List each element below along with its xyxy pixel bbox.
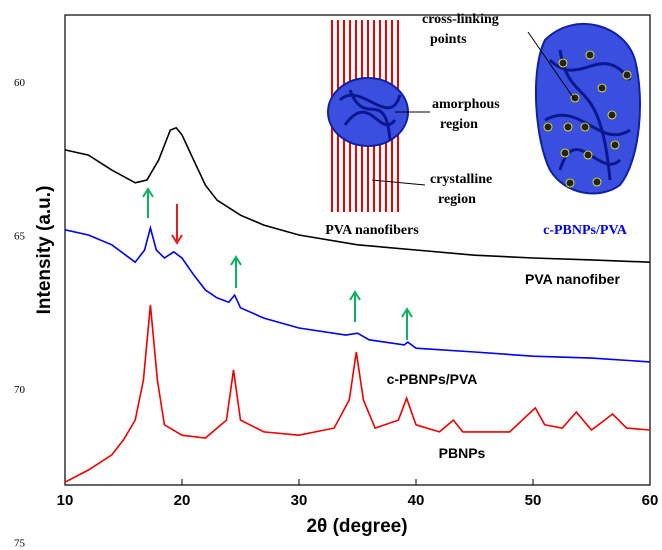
y-axis-label: Intensity (a.u.) bbox=[34, 186, 55, 315]
peak-arrows bbox=[142, 187, 413, 340]
annotation: cross-linking bbox=[422, 12, 499, 27]
annotation: c-PBNPs/PVA bbox=[543, 223, 628, 238]
leader-lines bbox=[371, 31, 576, 186]
line-number: 75 bbox=[14, 538, 26, 550]
x-tick-label: 20 bbox=[174, 492, 191, 509]
annotation: crystalline bbox=[430, 172, 492, 187]
plot-frame bbox=[64, 14, 651, 486]
annotation: region bbox=[438, 192, 476, 207]
line-number: 60 bbox=[14, 77, 26, 89]
x-tick-label: 10 bbox=[57, 492, 74, 509]
x-tick-label: 40 bbox=[408, 492, 425, 509]
x-tick-label: 30 bbox=[291, 492, 308, 509]
inset-crosslinked-blob bbox=[534, 23, 641, 195]
x-axis-label: 2θ (degree) bbox=[306, 516, 407, 537]
annotation: points bbox=[430, 32, 467, 47]
series-label: PVA nanofiber bbox=[525, 271, 620, 287]
annotation: amorphous bbox=[432, 97, 500, 112]
line-number: 70 bbox=[14, 384, 26, 396]
series-label: PBNPs bbox=[439, 445, 486, 461]
x-tick-label: 60 bbox=[642, 492, 659, 509]
annotation: region bbox=[440, 117, 478, 132]
series-label: c-PBNPs/PVA bbox=[387, 371, 478, 387]
x-tick-label: 50 bbox=[525, 492, 542, 509]
series-line bbox=[64, 224, 651, 363]
series-line bbox=[64, 304, 651, 483]
inset-amorphous-blob bbox=[327, 77, 409, 147]
line-number: 65 bbox=[14, 231, 26, 243]
annotation: PVA nanofibers bbox=[325, 223, 419, 238]
series-line bbox=[64, 126, 651, 263]
